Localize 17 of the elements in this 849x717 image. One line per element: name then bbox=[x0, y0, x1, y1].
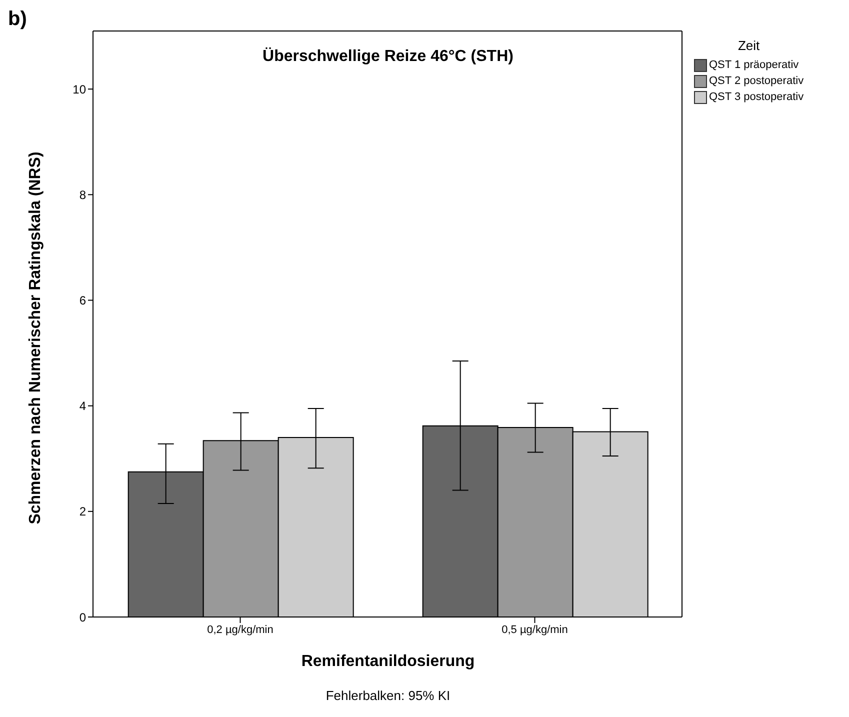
text: Überschwellige Reize 46°C (STH) bbox=[262, 48, 514, 66]
text: b) bbox=[8, 8, 27, 31]
y-axis-title: Schmerzen nach Numerischer Ratingskala (NRS) bbox=[27, 152, 45, 524]
text: Fehlerbalken: 95% KI bbox=[324, 688, 452, 703]
legend-label: QST 2 postoperativ bbox=[709, 75, 804, 87]
legend-label: QST 1 präoperativ bbox=[709, 59, 799, 71]
x-tick-label: 0,2 µg/kg/min bbox=[207, 624, 274, 636]
y-tick-label: 10 bbox=[72, 82, 86, 96]
legend-title: Zeit bbox=[736, 38, 761, 53]
y-tick-label: 2 bbox=[79, 504, 86, 519]
y-tick-label: 0 bbox=[79, 610, 86, 624]
y-tick-label: 4 bbox=[79, 399, 86, 414]
x-tick-label: 0,5 µg/kg/min bbox=[502, 624, 568, 636]
y-tick-label: 6 bbox=[79, 294, 86, 308]
x-axis-title: Remifentanildosierung bbox=[300, 653, 476, 671]
y-tick-label: 8 bbox=[79, 188, 86, 202]
legend-label: QST 3 postoperativ bbox=[709, 91, 804, 103]
